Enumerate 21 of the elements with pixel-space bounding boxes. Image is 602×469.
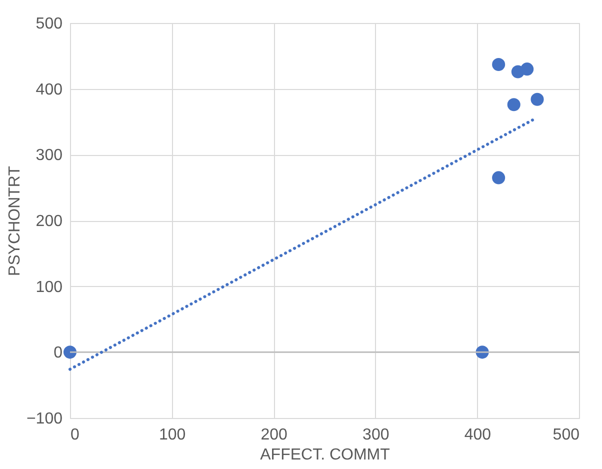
x-axis-title: AFFECT. COMMT <box>260 446 390 464</box>
point <box>492 171 506 184</box>
y-tick-label: 500 <box>36 16 63 32</box>
point <box>492 58 506 71</box>
point <box>530 92 544 106</box>
y-tick-label: 200 <box>36 213 63 230</box>
point <box>63 346 77 359</box>
y-tick-label: −100 <box>26 410 63 428</box>
point <box>520 62 534 76</box>
x-tick-label: 400 <box>464 426 492 444</box>
y-axis-title: PSYCHONTRT <box>6 166 24 276</box>
y-tick-label: 100 <box>36 278 63 296</box>
y-tick-label: 300 <box>36 147 63 164</box>
y-tick-label: 400 <box>36 81 63 98</box>
y-tick-label: 0 <box>54 344 63 362</box>
x-tick-label: 100 <box>158 426 186 444</box>
x-tick-label: 200 <box>260 426 288 444</box>
point <box>507 98 520 112</box>
x-tick-label: 300 <box>362 426 390 444</box>
x-tick-label: 500 <box>552 426 580 444</box>
x-tick-label: 0 <box>70 426 80 444</box>
